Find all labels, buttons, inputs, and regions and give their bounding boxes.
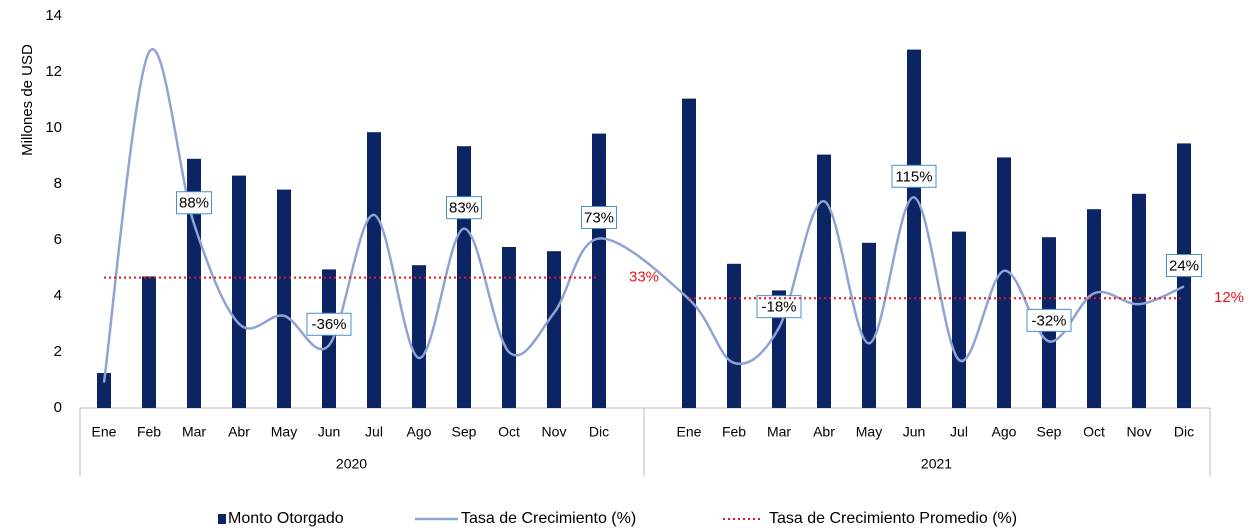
x-tick-label: Jun: [318, 424, 341, 440]
x-tick-label: Feb: [722, 424, 746, 440]
bar: [682, 98, 696, 408]
bar: [1087, 209, 1101, 408]
x-tick-label: Nov: [1127, 424, 1152, 440]
x-tick-label: May: [856, 424, 882, 440]
x-tick-label: Ene: [92, 424, 117, 440]
x-tick-label: Ago: [407, 424, 432, 440]
average-label: 12%: [1214, 289, 1244, 306]
y-tick-label: 14: [45, 7, 62, 24]
y-tick-label: 0: [54, 399, 62, 416]
legend-label: Monto Otorgado: [228, 510, 344, 527]
data-label-box: [1166, 253, 1202, 277]
x-tick-label: Sep: [1037, 424, 1062, 440]
average-label: 33%: [629, 269, 659, 286]
bar: [187, 158, 201, 408]
bar: [997, 157, 1011, 408]
bar: [1132, 193, 1146, 408]
bar: [952, 231, 966, 408]
bar: [592, 133, 606, 408]
y-tick-label: 6: [54, 231, 62, 248]
data-label: 24%: [1169, 257, 1199, 274]
legend-label: Tasa de Crecimiento (%): [461, 510, 636, 527]
y-tick-label: 12: [45, 63, 62, 80]
growth-line: [102, 48, 1185, 383]
bar: [817, 154, 831, 408]
data-label-box: [176, 191, 212, 215]
group-label: 2020: [336, 456, 367, 472]
bar: [907, 49, 921, 408]
legend-label: Tasa de Crecimiento Promedio (%): [769, 510, 1017, 527]
bar: [727, 263, 741, 408]
bar: [322, 269, 336, 408]
data-label: 88%: [179, 195, 209, 212]
bar: [232, 175, 246, 408]
x-tick-label: May: [271, 424, 297, 440]
x-tick-label: Jul: [365, 424, 383, 440]
x-tick-label: Sep: [452, 424, 477, 440]
bar: [367, 132, 381, 408]
data-label: 83%: [449, 200, 479, 217]
data-label: 115%: [895, 168, 932, 185]
x-tick-label: Mar: [767, 424, 791, 440]
x-tick-label: Abr: [228, 424, 250, 440]
x-tick-label: Ago: [992, 424, 1017, 440]
x-tick-label: Dic: [589, 424, 609, 440]
bar: [142, 276, 156, 408]
data-label-box: [306, 312, 352, 336]
x-tick-label: Dic: [1174, 424, 1194, 440]
bar: [277, 189, 291, 408]
data-label-box: [756, 295, 802, 319]
data-label: -32%: [1031, 312, 1066, 329]
group-label: 2021: [921, 456, 952, 472]
bar: [412, 265, 426, 408]
x-tick-label: Mar: [182, 424, 206, 440]
data-label: 73%: [584, 209, 614, 226]
y-axis-label: Millones de USD: [19, 44, 36, 156]
data-label: -36%: [311, 316, 346, 333]
y-tick-label: 8: [54, 175, 62, 192]
x-tick-label: Oct: [1083, 424, 1105, 440]
data-label-box: [446, 196, 482, 220]
x-tick-label: Feb: [137, 424, 161, 440]
bar: [547, 251, 561, 408]
y-tick-label: 10: [45, 119, 62, 136]
data-label-box: [891, 164, 937, 188]
y-tick-label: 2: [54, 343, 62, 360]
bar: [97, 373, 111, 408]
legend-swatch: [218, 514, 226, 524]
x-tick-label: Ene: [677, 424, 702, 440]
x-tick-label: Abr: [813, 424, 835, 440]
bar: [862, 242, 876, 408]
data-label: -18%: [761, 299, 796, 316]
x-tick-label: Jun: [903, 424, 926, 440]
bar: [502, 247, 516, 408]
data-label-box: [1026, 308, 1072, 332]
data-label-box: [581, 205, 617, 229]
x-tick-label: Nov: [542, 424, 567, 440]
y-tick-label: 4: [54, 287, 62, 304]
x-tick-label: Jul: [950, 424, 968, 440]
x-tick-label: Oct: [498, 424, 520, 440]
